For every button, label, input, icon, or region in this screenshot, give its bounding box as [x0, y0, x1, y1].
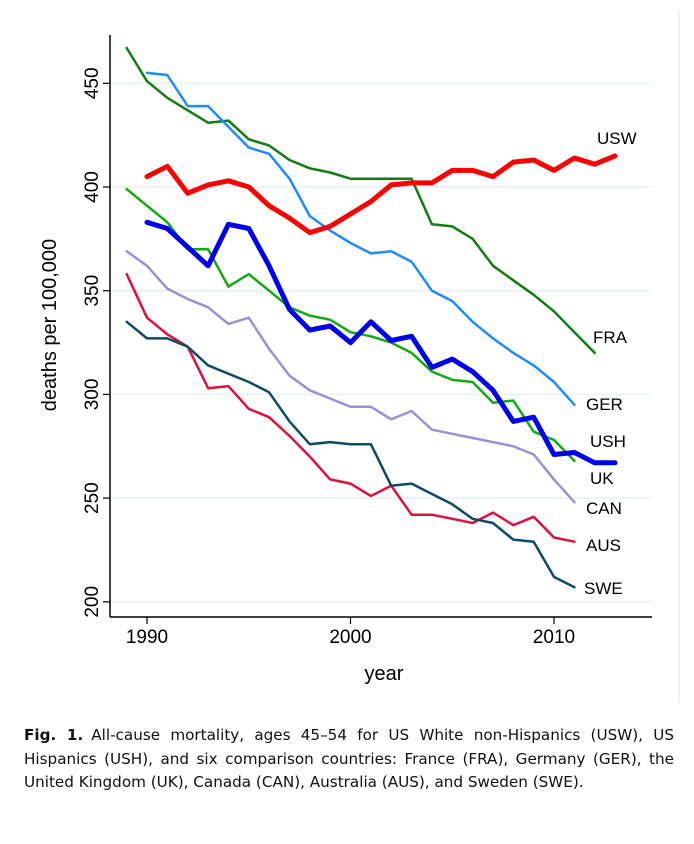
series-line-fra: [125, 46, 596, 355]
caption-text: All-cause mortality, ages 45–54 for US W…: [24, 726, 674, 791]
figure-frame: [20, 10, 680, 703]
series-line-ush: [144, 219, 618, 466]
y-tick-label: 400: [82, 171, 103, 203]
series-line-aus: [125, 272, 576, 543]
series-label-uk: UK: [590, 469, 614, 488]
figure: 200 250 300 350 400 450 1990 2000 2010 year deaths…: [20, 10, 680, 703]
mortality-line-chart: 200 250 300 350 400 450 1990 2000 2010 year deaths…: [39, 35, 652, 685]
series-label-ush: USH: [590, 432, 626, 451]
series-label-swe: SWE: [584, 579, 623, 598]
series-line-can: [125, 250, 576, 504]
series-label-aus: AUS: [586, 536, 621, 555]
figure-caption: Fig. 1. All-cause mortality, ages 45–54 f…: [24, 724, 674, 795]
series-line-swe: [125, 320, 576, 589]
y-tick-label: 200: [82, 586, 103, 618]
x-axis-label: year: [365, 663, 404, 685]
x-tick-label: 1990: [126, 627, 168, 648]
series-label-can: CAN: [586, 499, 622, 518]
y-tick-label: 350: [82, 275, 103, 307]
y-tick-label: 300: [82, 379, 103, 411]
y-tick-label: 250: [82, 482, 103, 514]
y-tick-label: 450: [82, 67, 103, 99]
y-axis-label: deaths per 100,000: [39, 239, 61, 411]
series-line-usw: [144, 153, 618, 236]
series-line-ger: [145, 71, 576, 407]
x-tick-label: 2010: [533, 627, 575, 648]
caption-label: Fig. 1.: [24, 726, 84, 744]
series-label-fra: FRA: [593, 328, 628, 347]
x-tick-label: 2000: [329, 627, 371, 648]
series-label-ger: GER: [586, 395, 623, 414]
series-label-usw: USW: [597, 129, 637, 148]
